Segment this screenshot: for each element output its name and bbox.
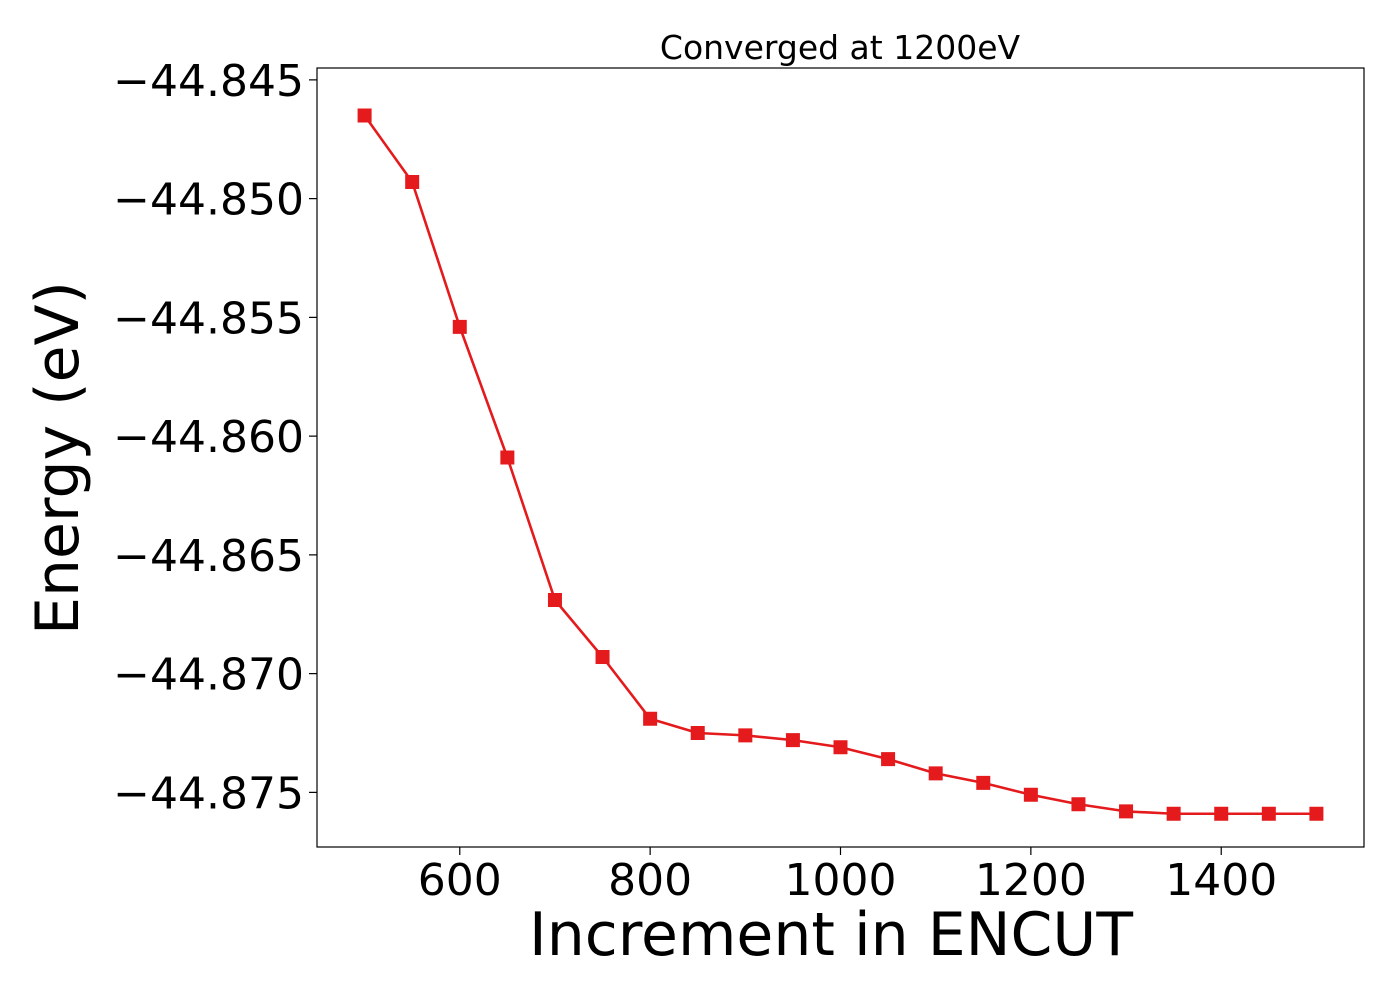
data-point-marker <box>690 726 705 740</box>
x-tick-label: 1200 <box>975 855 1087 906</box>
series-line <box>363 114 1317 816</box>
data-point-marker <box>1214 806 1229 821</box>
y-tick-label: −44.870 <box>113 650 304 701</box>
data-point-marker <box>1119 804 1134 819</box>
data-point-marker <box>833 740 848 755</box>
x-tick-label: 1400 <box>1165 855 1277 906</box>
data-point-marker <box>452 319 467 334</box>
x-tick-label: 600 <box>418 855 502 906</box>
y-tick-label: −44.875 <box>113 768 304 819</box>
data-point-marker <box>881 752 896 767</box>
x-tick-label: 800 <box>608 855 692 906</box>
data-point-marker <box>405 175 420 189</box>
data-point-marker <box>595 650 610 664</box>
y-tick-label: −44.855 <box>113 293 304 344</box>
data-point-marker <box>357 108 372 123</box>
y-axis: −44.845 −44.850 −44.855 −44.860 −44.865 −44.8… <box>113 56 317 819</box>
data-point-marker <box>1166 806 1181 821</box>
data-point-marker <box>547 593 562 607</box>
y-axis-label: Energy (eV) <box>23 281 93 635</box>
y-tick-label: −44.865 <box>113 531 304 582</box>
x-axis-label: Increment in ENCUT <box>529 900 1133 970</box>
data-point-marker <box>500 450 515 465</box>
data-point-marker <box>785 733 800 748</box>
data-point-marker <box>643 711 658 726</box>
x-tick-label: 1000 <box>785 855 897 906</box>
data-point-marker <box>1261 806 1276 821</box>
y-tick-label: −44.845 <box>113 56 304 107</box>
data-point-marker <box>1071 797 1086 812</box>
chart-title: Converged at 1200eV <box>660 28 1021 67</box>
plot-area <box>357 108 1324 821</box>
data-point-marker <box>1023 787 1038 802</box>
y-tick-label: −44.850 <box>113 175 304 226</box>
data-point-marker <box>1309 806 1324 821</box>
data-point-marker <box>738 728 753 743</box>
data-point-marker <box>928 766 943 781</box>
plot-frame <box>316 67 1365 848</box>
data-point-marker <box>976 775 991 790</box>
x-axis: 600 800 1000 1200 1400 <box>418 847 1277 906</box>
y-tick-label: −44.860 <box>113 412 304 463</box>
